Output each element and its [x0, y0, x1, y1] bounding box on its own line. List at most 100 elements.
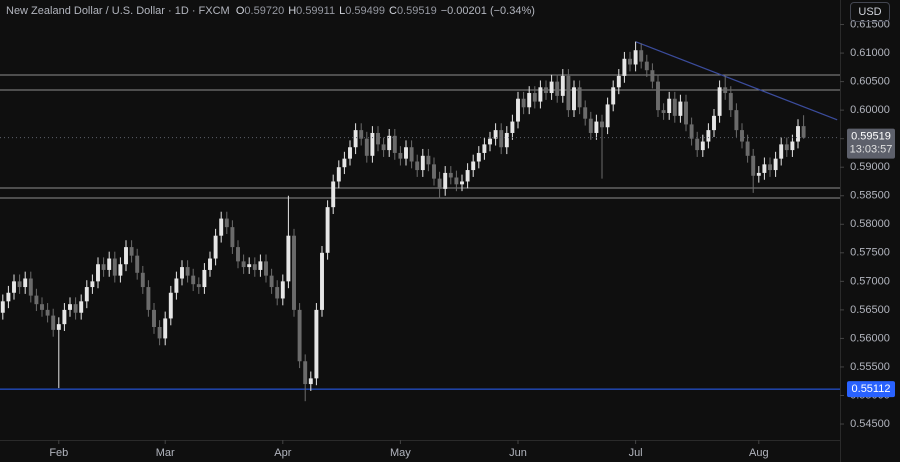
candle-body — [196, 284, 201, 288]
candle-body — [135, 255, 140, 273]
chart-header: New Zealand Dollar / U.S. Dollar · 1D · … — [6, 5, 535, 17]
candle-body — [320, 252, 324, 310]
y-tick-label: 0.60000 — [850, 104, 890, 116]
candle-body — [734, 110, 739, 131]
price-tag-countdown: 13:03:57 — [850, 143, 893, 155]
candle-body — [359, 130, 364, 139]
candle-body — [6, 292, 11, 302]
candle-body — [297, 309, 302, 362]
candle-body — [280, 281, 285, 299]
candle-body — [303, 361, 308, 385]
candle-body — [174, 278, 179, 293]
candle-body — [583, 107, 588, 119]
symbol-title: New Zealand Dollar / U.S. Dollar · 1D · … — [6, 5, 230, 17]
candle-body — [717, 87, 722, 116]
candle-body — [532, 93, 537, 102]
candle-body — [801, 126, 806, 138]
candle-body — [454, 177, 459, 185]
candle-body — [112, 258, 117, 276]
candle-body — [208, 258, 212, 270]
candle-body — [460, 181, 464, 185]
candle-body — [107, 258, 112, 270]
y-tick-label: 0.60500 — [850, 76, 890, 88]
y-tick-label: 0.57500 — [850, 247, 890, 259]
y-tick-label: 0.56500 — [850, 304, 890, 316]
candle-body — [146, 287, 151, 310]
candle-body — [398, 152, 403, 159]
candle-body — [600, 121, 604, 128]
y-tick-label: 0.58000 — [850, 218, 890, 230]
candle-body — [28, 278, 33, 296]
ohlc-value: 0.59911 — [296, 5, 336, 17]
candle-body — [779, 144, 784, 159]
x-tick-label: Apr — [274, 447, 291, 459]
candle-body — [34, 295, 39, 305]
candle-body — [616, 75, 621, 88]
candle-body — [762, 164, 767, 173]
candle-body — [23, 278, 28, 288]
candle-body — [695, 138, 700, 151]
candle-body — [538, 87, 543, 102]
candle-body — [96, 264, 100, 282]
candle-body — [549, 81, 554, 94]
price-line-tag — [847, 381, 895, 398]
candle-body — [12, 281, 16, 293]
candle-body — [90, 281, 95, 288]
ohlc-value: 0.59519 — [396, 5, 437, 17]
candle-body — [510, 121, 515, 133]
candle-body — [773, 158, 778, 171]
candle-body — [572, 87, 576, 111]
currency-button[interactable]: USD — [850, 2, 890, 22]
candle-body — [420, 155, 425, 171]
candle-body — [79, 301, 84, 313]
candle-body — [566, 75, 571, 111]
candle-body — [488, 138, 492, 145]
candle-body — [364, 138, 369, 156]
candle-body — [723, 87, 728, 94]
candle-body — [751, 155, 756, 176]
candle-body — [219, 218, 224, 236]
ohlc-readout: O0.59720 H0.59911 L0.59499 C0.59519 — [236, 5, 441, 17]
candle-body — [17, 281, 22, 288]
candle-body — [163, 318, 168, 339]
candle-body — [56, 324, 61, 330]
y-tick-label: 0.57000 — [850, 275, 890, 287]
candle-body — [544, 87, 548, 94]
candle-body — [476, 152, 481, 162]
candle-body — [51, 315, 56, 330]
candle-body — [252, 264, 257, 270]
candle-body — [275, 287, 280, 299]
candle-body — [560, 75, 565, 96]
candle-body — [202, 269, 207, 288]
candle-body — [264, 261, 268, 276]
candle-body — [118, 264, 123, 276]
ohlc-value: 0.59720 — [244, 5, 285, 17]
candle-body — [790, 141, 795, 151]
candle-body — [353, 130, 358, 148]
candle-body — [376, 132, 380, 145]
candle-body — [415, 161, 420, 171]
ohlc-label: H — [288, 5, 297, 17]
candle-body — [605, 104, 610, 128]
candle-body — [348, 147, 352, 159]
candle-body — [437, 178, 442, 189]
candle-body — [527, 93, 532, 108]
x-tick-label: Feb — [49, 447, 68, 459]
candle-body — [426, 155, 431, 165]
candle-body — [247, 264, 252, 268]
candle-body — [594, 121, 599, 133]
candle-body — [185, 267, 190, 276]
candle-body — [258, 261, 263, 270]
candle-body — [706, 130, 711, 142]
x-tick-label: Jul — [629, 447, 643, 459]
candle-body — [129, 247, 134, 256]
candle-body — [286, 235, 291, 282]
candle-body — [308, 378, 313, 385]
price-line-tag-value: 0.55112 — [852, 383, 891, 395]
candle-body — [101, 264, 106, 270]
candle-body — [740, 130, 744, 142]
x-tick-label: Aug — [749, 447, 769, 459]
candle-body — [448, 172, 453, 178]
candle-body — [756, 172, 761, 176]
candle-body — [40, 304, 44, 310]
